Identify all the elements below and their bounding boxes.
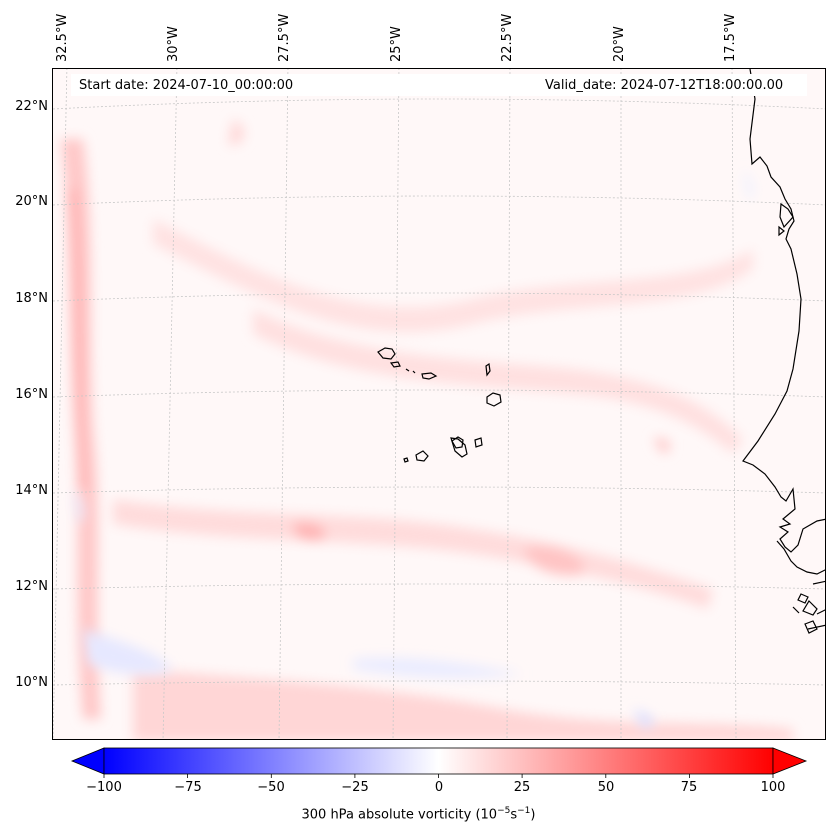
lat-label-22n: 22°N <box>15 99 48 114</box>
west-africa-coastline <box>742 69 825 634</box>
vorticity-field <box>53 69 825 739</box>
colorbar <box>70 747 808 778</box>
lat-label-12n: 12°N <box>15 579 48 594</box>
colorbar-tick-label: 75 <box>680 780 698 795</box>
lon-label-20w: 20°W <box>612 26 627 62</box>
colorbar-tick-label: 50 <box>597 780 615 795</box>
cape-verde-islands <box>377 347 502 463</box>
lon-label-30w: 30°W <box>166 26 181 62</box>
lat-label-10n: 10°N <box>15 675 48 690</box>
negative-vorticity-regions <box>73 169 754 729</box>
colorbar-tick-label: 25 <box>513 780 531 795</box>
colorbar-tick-label: −25 <box>341 780 369 795</box>
lon-label-32-5w: 32.5°W <box>55 13 70 62</box>
colorbar-tick-label: −75 <box>174 780 202 795</box>
colorbar-extend-low <box>70 747 105 775</box>
colorbar-tick-label: 100 <box>760 780 786 795</box>
lat-label-18n: 18°N <box>15 291 48 306</box>
colorbar-gradient <box>103 747 774 775</box>
valid-date-label: Valid_date: 2024-07-12T18:00:00.00 <box>545 78 784 93</box>
positive-vorticity-regions <box>61 119 793 739</box>
start-date-label: Start date: 2024-07-10_00:00:00 <box>79 78 294 93</box>
lon-label-25w: 25°W <box>389 26 404 62</box>
lon-label-27-5w: 27.5°W <box>277 13 292 62</box>
lat-label-20n: 20°N <box>15 194 48 209</box>
lon-label-22-5w: 22.5°W <box>500 13 515 62</box>
colorbar-label: 300 hPa absolute vorticity (10−5s−1) <box>301 806 536 823</box>
colorbar-ticks <box>103 774 774 778</box>
graticule <box>53 69 825 739</box>
lon-label-17-5w: 17.5°W <box>723 13 738 62</box>
vorticity-map <box>52 68 826 740</box>
colorbar-tick-label: −50 <box>257 780 285 795</box>
lat-label-16n: 16°N <box>15 387 48 402</box>
colorbar-tick-label: 0 <box>434 780 444 795</box>
lat-label-14n: 14°N <box>15 483 48 498</box>
colorbar-extend-high <box>772 747 808 775</box>
colorbar-tick-label: −100 <box>86 780 122 795</box>
date-header-strip <box>71 74 807 96</box>
